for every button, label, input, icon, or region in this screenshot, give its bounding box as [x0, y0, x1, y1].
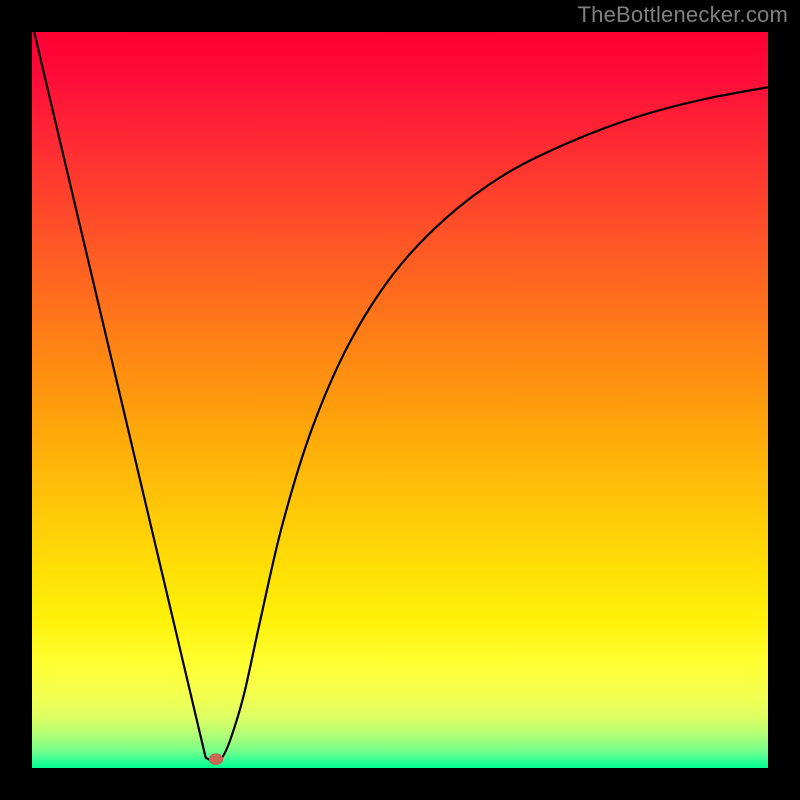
plot-background	[32, 32, 768, 768]
chart-frame: TheBottlenecker.com	[0, 0, 800, 800]
bottleneck-chart	[0, 0, 800, 800]
watermark-text: TheBottlenecker.com	[578, 2, 788, 28]
optimum-marker	[209, 754, 223, 765]
